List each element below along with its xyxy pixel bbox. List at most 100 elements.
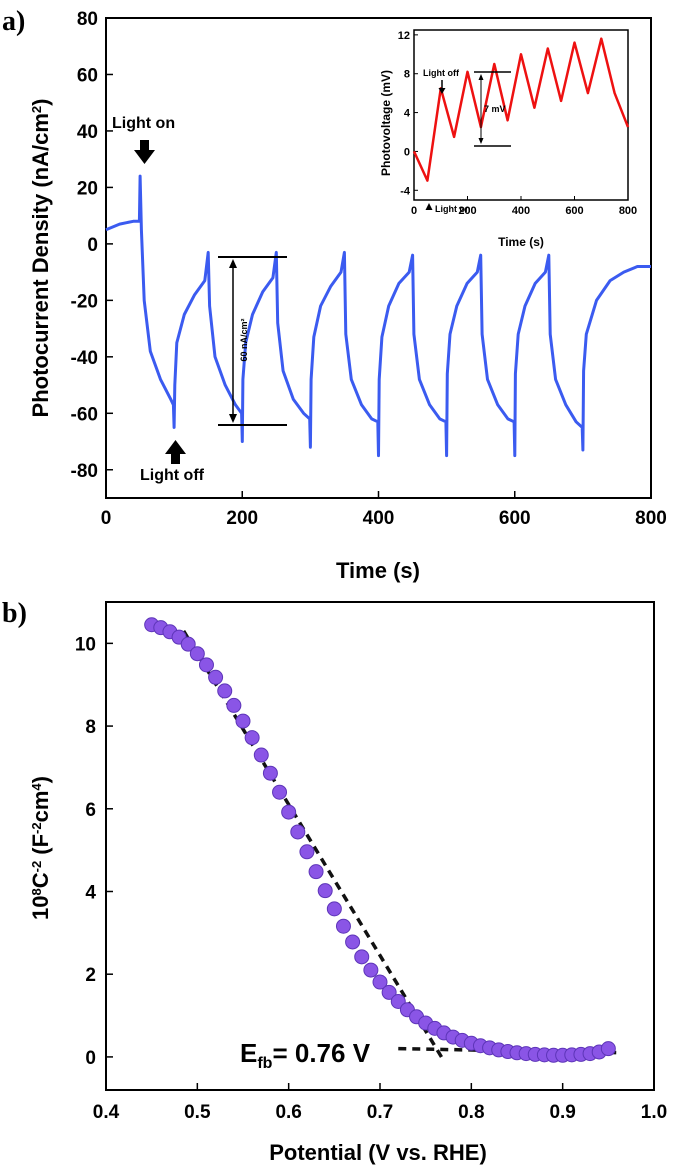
light-on-label: Light on [112,115,175,132]
panel-b-x-axis-label: Potential (V vs. RHE) [269,1140,487,1165]
mott-schottky-point [308,864,324,880]
mott-schottky-point [335,918,351,934]
inset-x-tick-label: 800 [619,205,637,217]
flatband-label: Efb= 0.76 V [240,1038,371,1072]
x-tick-label: 200 [226,508,258,529]
mott-schottky-point [381,984,397,1000]
y-tick-label: -40 [71,348,98,369]
mott-schottky-point [208,669,224,685]
mott-schottky-point [217,683,233,699]
inset-y-tick-label: -4 [400,185,411,197]
y-tick-label: 0 [85,1048,96,1069]
inset-x-tick-label: 200 [458,205,476,217]
inset-x-axis-label: Time (s) [498,235,544,249]
inset-series [412,37,630,182]
mott-schottky-point [326,901,342,917]
amplitude-arrow-up-icon [229,259,237,268]
x-tick-label: 800 [635,508,667,529]
y-tick-label: 6 [85,800,96,821]
panel-b: b) 0 2 4 6 8 10 0.4 0.5 0.6 0.7 0.8 0.9 1.0 108C-2 … [2,598,667,1165]
inset-y-axis-label: Photovoltage (mV) [379,70,393,176]
inset-x-tick-label: 400 [512,205,530,217]
y-tick-label: -20 [71,291,98,312]
inset-x-tick-label: 600 [565,205,583,217]
y-tick-label: 4 [85,882,96,903]
inset-y-ticks: 12 8 4 0 -4 [398,30,418,197]
inset-light-on-arrow-icon [425,203,433,210]
panel-a-y-ticks: 80 60 40 20 0 -20 -40 -60 -80 [71,9,113,482]
light-on-arrow-icon [134,140,155,164]
y-tick-label: 20 [77,178,98,199]
inset-amp-arrow-up-icon [478,74,484,80]
panel-b-frame [105,601,655,1091]
mott-schottky-point [253,747,269,763]
inset-amp-arrow-down-icon [478,138,484,144]
y-tick-label: 0 [87,235,98,256]
x-tick-label: 0.8 [458,1102,484,1123]
mott-schottky-point [262,765,278,781]
mott-schottky-point [235,713,251,729]
light-off-label: Light off [140,467,205,484]
panel-b-points [144,617,616,1063]
panel-a-series [105,174,651,458]
mott-schottky-point [198,657,214,673]
amplitude-arrow-down-icon [229,414,237,423]
x-tick-label: 0.6 [275,1102,301,1123]
mott-schottky-point [290,824,306,840]
y-tick-label: 2 [85,965,96,986]
inset-light-off-label: Light off [423,68,460,78]
panel-b-y-axis-label: 108C-2 (F-2cm4) [28,776,53,920]
mott-schottky-point [299,844,315,860]
x-tick-label: 0.7 [367,1102,393,1123]
panel-b-x-ticks: 0.4 0.5 0.6 0.7 0.8 0.9 1.0 [93,1083,667,1123]
light-off-arrow-icon [165,440,186,464]
x-tick-label: 0.5 [184,1102,211,1123]
panel-b-label: b) [2,598,27,629]
mott-schottky-point [189,646,205,662]
mott-schottky-point [317,883,333,899]
inset-light-off-arrow-icon [438,88,446,94]
y-tick-label: -60 [71,404,98,425]
panel-a-y-axis-label: Photocurrent Density (nA/cm2) [28,99,53,418]
inset-y-tick-label: 8 [404,69,410,81]
mott-schottky-point [354,949,370,965]
y-tick-label: 80 [77,9,98,30]
panel-a-x-axis-label: Time (s) [336,558,420,583]
mott-schottky-point [363,962,379,978]
x-tick-label: 0.4 [93,1102,120,1123]
y-tick-label: -80 [71,461,98,482]
panel-a-x-ticks: 0 200 400 600 800 [101,491,667,529]
inset-y-tick-label: 0 [404,146,410,158]
y-tick-label: 10 [75,634,96,655]
panel-b-y-ticks: 0 2 4 6 8 10 [75,634,113,1069]
inset-y-tick-label: 12 [398,30,410,42]
photocurrent-line [105,174,651,458]
y-tick-label: 60 [77,65,98,86]
x-tick-label: 400 [363,508,395,529]
mott-schottky-point [345,934,361,950]
y-tick-label: 8 [85,717,96,738]
panel-a-label: a) [2,6,25,37]
y-tick-label: 40 [77,122,98,143]
x-tick-label: 600 [499,508,531,529]
mott-schottky-point [244,730,260,746]
inset-x-tick-label: 0 [411,205,417,217]
mott-schottky-point [180,636,196,652]
amplitude-label: 60 nA/cm² [239,318,249,361]
x-tick-label: 0 [101,508,112,529]
mott-schottky-point [281,804,297,820]
x-tick-label: 0.9 [549,1102,575,1123]
mott-schottky-point [272,784,288,800]
mott-schottky-point [226,697,242,713]
photovoltage-line [412,37,630,182]
x-tick-label: 1.0 [641,1102,667,1123]
mott-schottky-point [600,1041,616,1057]
mott-schottky-point [372,974,388,990]
inset-x-ticks: 0 200 400 600 800 [411,196,637,217]
inset-y-tick-label: 4 [404,108,411,120]
inset-amp-label: 7 mV [484,104,506,114]
